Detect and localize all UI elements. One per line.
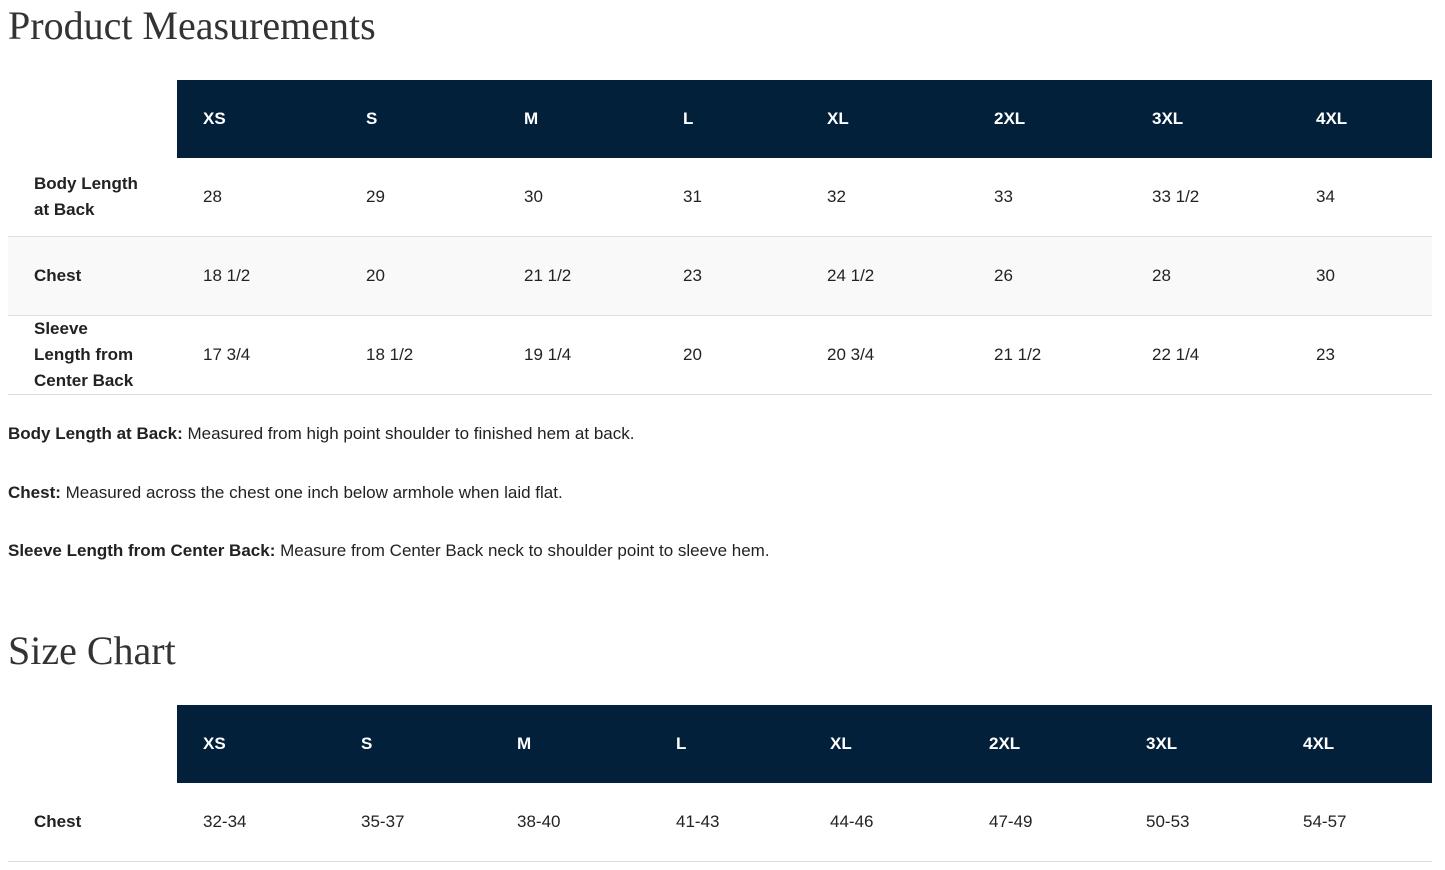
note-text: Measure from Center Back neck to shoulde…: [280, 541, 770, 560]
cell: 17 3/4: [203, 345, 251, 364]
cell: 33: [994, 187, 1013, 206]
note-term: Chest:: [8, 482, 61, 502]
cell: 19 1/4: [524, 345, 572, 364]
size-header: XS: [203, 109, 226, 128]
note: Body Length at Back: Measured from high …: [8, 424, 634, 444]
cell: 23: [1316, 345, 1335, 364]
cell: 41-43: [676, 812, 720, 831]
section-title: Product Measurements: [8, 3, 376, 48]
size-header: M: [517, 734, 532, 753]
cell: 32-34: [203, 812, 247, 831]
cell: 30: [1316, 266, 1335, 285]
cell: 18 1/2: [366, 345, 414, 364]
cell: 26: [994, 266, 1013, 285]
note: Sleeve Length from Center Back: Measure …: [8, 541, 770, 561]
size-header: XL: [827, 109, 849, 128]
cell: 44-46: [830, 812, 874, 831]
size-header: XL: [830, 734, 852, 753]
table-row: [8, 237, 1432, 316]
cell: 32: [827, 187, 846, 206]
cell: 21 1/2: [994, 345, 1042, 364]
cell: 28: [1152, 266, 1171, 285]
cell: 33 1/2: [1152, 187, 1200, 206]
row-label: Chest: [34, 783, 146, 861]
note-text: Measured from high point shoulder to fin…: [187, 424, 635, 443]
size-header: 2XL: [989, 734, 1021, 753]
table-row: [8, 158, 1432, 237]
cell: 20: [683, 345, 702, 364]
header-row: [177, 80, 1432, 158]
cell: 34: [1316, 187, 1335, 206]
size-header: 4XL: [1316, 109, 1348, 128]
header-row: [177, 705, 1432, 783]
section-title: Size Chart: [8, 628, 176, 673]
size-header: 3XL: [1146, 734, 1178, 753]
row-label: Chest: [34, 237, 146, 315]
cell: 38-40: [517, 812, 561, 831]
cell: 24 1/2: [827, 266, 875, 285]
note-text: Measured across the chest one inch below…: [65, 482, 563, 502]
size-header: 3XL: [1152, 109, 1184, 128]
cell: 47-49: [989, 812, 1033, 831]
cell: 20 3/4: [827, 345, 875, 364]
row-label-text: Chest: [34, 812, 82, 831]
cell: 28: [203, 187, 222, 206]
cell: 30: [524, 187, 543, 206]
note-term: Sleeve Length from Center Back:: [8, 541, 276, 560]
cell: 23: [683, 266, 702, 285]
note-term: Body Length at Back:: [8, 424, 183, 443]
size-header: L: [683, 109, 694, 128]
size-header: S: [366, 109, 378, 128]
size-header: 4XL: [1303, 734, 1335, 753]
size-header: L: [676, 734, 687, 753]
cell: 22 1/4: [1152, 345, 1200, 364]
cell: 35-37: [361, 812, 405, 831]
table-row: [8, 783, 1432, 862]
row-label: Sleeve Length from Center Back: [34, 316, 146, 394]
size-header: 2XL: [994, 109, 1026, 128]
cell: 20: [366, 266, 385, 285]
size-header: M: [524, 109, 539, 128]
row-label-text: Chest: [34, 266, 82, 285]
row-label: Body Length at Back: [34, 158, 146, 236]
note: Chest: Measured across the chest one inc…: [8, 483, 563, 503]
cell: 50-53: [1146, 812, 1190, 831]
row-label-text: Sleeve Length from Center Back: [34, 319, 134, 390]
size-header: S: [361, 734, 373, 753]
cell: 54-57: [1303, 812, 1347, 831]
row-label-text: Body Length at Back: [34, 174, 138, 219]
cell: 21 1/2: [524, 266, 572, 285]
cell: 29: [366, 187, 385, 206]
cell: 18 1/2: [203, 266, 251, 285]
size-header: XS: [203, 734, 226, 753]
cell: 31: [683, 187, 702, 206]
table-row: [8, 316, 1432, 395]
